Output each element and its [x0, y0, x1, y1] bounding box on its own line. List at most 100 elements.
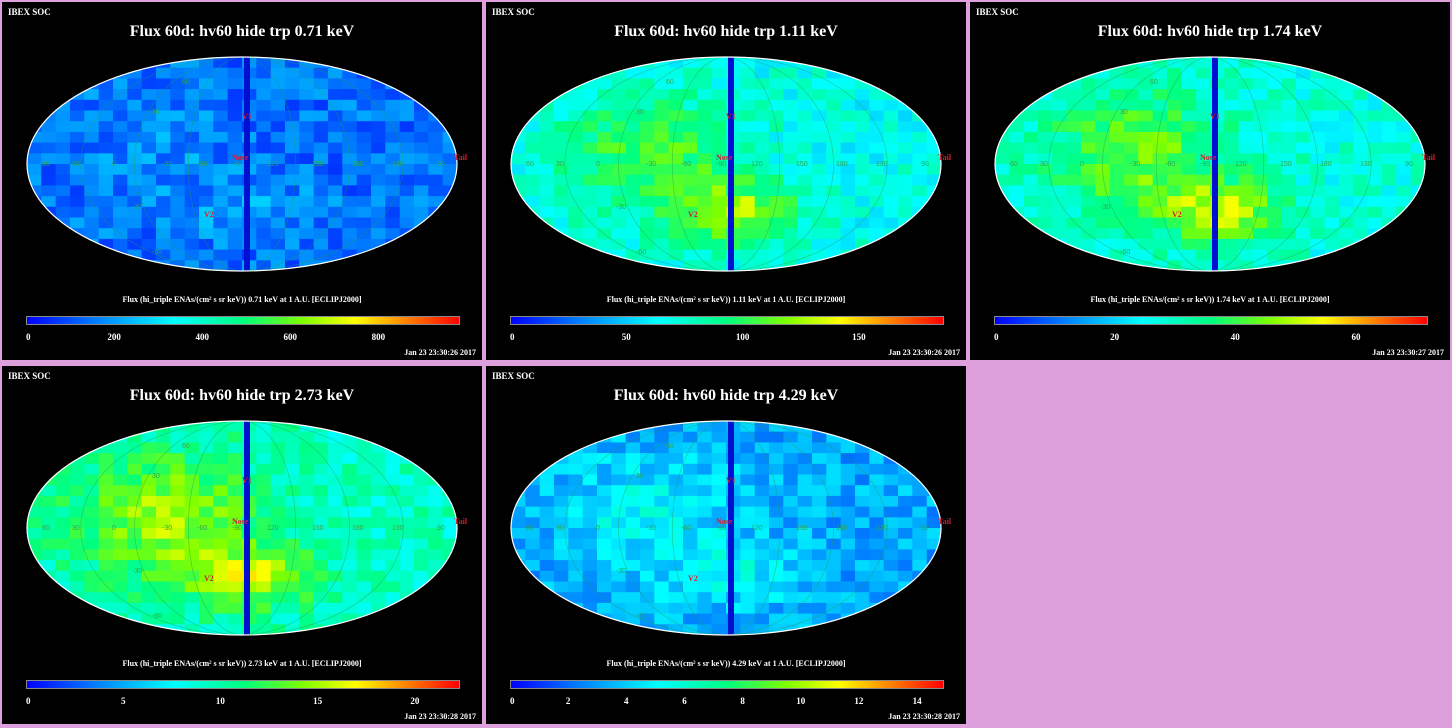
grid-label: 180: [352, 525, 364, 532]
panel-title: Flux 60d: hv60 hide trp 1.11 keV: [614, 23, 838, 40]
grid-label: -30: [616, 568, 626, 575]
grid-label: 120: [267, 525, 279, 532]
marker-v2: V2: [204, 210, 214, 219]
corner-label: IBEX SOC: [8, 371, 51, 381]
marker-nose: Nose: [716, 517, 733, 526]
marker-nose: Nose: [1200, 153, 1217, 162]
colorbar: [26, 316, 460, 325]
marker-v2: V2: [1172, 210, 1182, 219]
colorbar-tick-label: 200: [107, 332, 121, 342]
colorbar-label: Flux (hi_triple ENAs/(cm² s sr keV)) 4.2…: [606, 659, 846, 668]
grid-label: 0: [596, 161, 600, 168]
colorbar-tick-label: 0: [26, 332, 31, 342]
colorbar-tick-label: 20: [1110, 332, 1120, 342]
colorbar-tick-label: 15: [313, 696, 323, 706]
corner-label: IBEX SOC: [976, 7, 1019, 17]
colorbar-tick-label: 0: [26, 696, 31, 706]
grid-label: 60: [666, 79, 674, 86]
grid-label: 120: [751, 525, 763, 532]
grid-label: 150: [312, 525, 324, 532]
sky-map-panel-1: IBEX SOC Flux 60d: hv60 hide trp 0.71 ke…: [2, 2, 482, 360]
grid-label: 150: [796, 161, 808, 168]
map-border: [994, 56, 1426, 272]
colorbar-ticks: 0 5 10 15 20: [26, 696, 460, 708]
grid-label: -60: [1165, 161, 1175, 168]
grid-label: -90: [716, 525, 726, 532]
grid-label: 180: [352, 161, 364, 168]
map-border: [26, 420, 458, 636]
grid-label: 60: [526, 525, 534, 532]
sky-map-panel-2: IBEX SOC Flux 60d: hv60 hide trp 1.11 ke…: [486, 2, 966, 360]
colorbar-label: Flux (hi_triple ENAs/(cm² s sr keV)) 1.7…: [1090, 295, 1330, 304]
map-border: [510, 420, 942, 636]
grid-label: 30: [1040, 161, 1048, 168]
grid-label: 90: [437, 525, 445, 532]
grid-label: 180: [836, 525, 848, 532]
colorbar: [510, 680, 944, 689]
grid-label: -60: [152, 249, 162, 256]
map-border: [510, 56, 942, 272]
timestamp: Jan 23 23:30:28 2017: [888, 712, 960, 721]
marker-nose: Nose: [232, 517, 249, 526]
grid-label: 30: [636, 109, 644, 116]
colorbar-tick-label: 4: [624, 696, 629, 706]
sky-map-panel-5: IBEX SOC Flux 60d: hv60 hide trp 4.29 ke…: [486, 366, 966, 724]
grid-label: 90: [1405, 161, 1413, 168]
panel-title: Flux 60d: hv60 hide trp 0.71 keV: [129, 23, 355, 40]
marker-v1: V1: [726, 476, 736, 485]
colorbar-tick-label: 0: [994, 332, 999, 342]
marker-nose: Nose: [232, 153, 249, 162]
grid-label: 30: [72, 525, 80, 532]
grid-label: 0: [1080, 161, 1084, 168]
marker-v2: V2: [688, 574, 698, 583]
grid-label: 60: [182, 79, 190, 86]
colorbar-tick-label: 10: [215, 696, 225, 706]
flux-pixels: [511, 421, 941, 635]
sky-map-panel-4: IBEX SOC Flux 60d: hv60 hide trp 2.73 ke…: [2, 366, 482, 724]
panel-title: Flux 60d: hv60 hide trp 2.73 keV: [129, 387, 355, 404]
grid-label: 130: [392, 525, 404, 532]
sky-map: 60 30 0 -30 -60 -90 120 150 180 130 90 30 -60 -30 60 V1…: [26, 420, 468, 636]
grid-label: 180: [1320, 161, 1332, 168]
grid-label: 0: [112, 525, 116, 532]
grid-label: 60: [42, 161, 50, 168]
grid-label: -30: [646, 525, 656, 532]
grid-label: 130: [392, 161, 404, 168]
sky-map: 60 30 0 -30 -60 -90 120 150 180 130 90 30 -60 -30 60 V1…: [510, 420, 952, 636]
panel-title: Flux 60d: hv60 hide trp 1.74 keV: [1097, 23, 1323, 40]
colorbar-tick-label: 10: [796, 696, 806, 706]
sky-map: 60 30 0 -30 -60 -90 120 150 180 130 90 30 -60 -30 60 V1…: [994, 56, 1436, 272]
grid-label: 120: [1235, 161, 1247, 168]
colorbar-tick-label: 20: [410, 696, 420, 706]
colorbar-ticks: 0 200 400 600 800: [26, 332, 460, 344]
marker-v2: V2: [204, 574, 214, 583]
sky-map-panel-3: IBEX SOC Flux 60d: hv60 hide trp 1.74 ke…: [970, 2, 1450, 360]
grid-label: 60: [182, 443, 190, 450]
colorbar-tick-label: 2: [565, 696, 571, 706]
corner-label: IBEX SOC: [492, 371, 535, 381]
corner-label: IBEX SOC: [8, 7, 51, 17]
grid-label: 30: [72, 161, 80, 168]
grid-label: -30: [132, 204, 142, 211]
grid-label: -90: [232, 161, 242, 168]
colorbar-tick-label: 12: [854, 696, 864, 706]
grid-label: -30: [1100, 204, 1110, 211]
marker-tail: Tail: [1422, 153, 1436, 162]
grid-label: 130: [876, 161, 888, 168]
colorbar: [994, 316, 1428, 325]
panel-title: Flux 60d: hv60 hide trp 4.29 keV: [613, 387, 839, 404]
grid-label: -30: [1130, 161, 1140, 168]
grid-label: 30: [636, 473, 644, 480]
grid-label: 30: [152, 473, 160, 480]
sky-map: 60 30 0 -30 -60 -90 120 150 180 130 90 30 -60 -30 60 V1…: [26, 56, 468, 272]
colorbar-tick-label: 600: [283, 332, 298, 342]
marker-tail: Tail: [938, 517, 952, 526]
grid-label: -60: [1120, 249, 1130, 256]
data-gap-band: [244, 421, 250, 635]
grid-label: -30: [132, 568, 142, 575]
grid-label: 60: [42, 525, 50, 532]
grid-label: -60: [152, 613, 162, 620]
grid-label: 0: [112, 161, 116, 168]
grid-label: 90: [921, 161, 929, 168]
timestamp: Jan 23 23:30:28 2017: [404, 712, 476, 721]
